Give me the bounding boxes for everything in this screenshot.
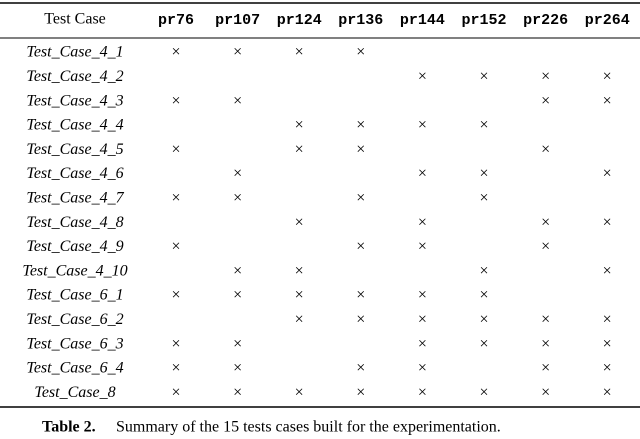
test-case-name: Test_Case_4_3 <box>26 92 123 109</box>
test-case-name: Test_Case_4_1 <box>26 44 123 61</box>
test-case-name: Test_Case_6_1 <box>26 287 123 304</box>
cell-mark: × <box>479 311 488 328</box>
cell-mark: × <box>603 335 612 352</box>
cell-mark: × <box>295 311 304 328</box>
cell-mark: × <box>418 117 427 134</box>
cell-mark: × <box>233 335 242 352</box>
cell-mark: × <box>295 141 304 158</box>
cell-mark: × <box>356 44 365 61</box>
cell-mark: × <box>418 165 427 182</box>
caption-text: Summary of the 15 tests cases built for … <box>116 419 501 436</box>
cell-mark: × <box>233 262 242 279</box>
cell-mark: × <box>541 238 550 255</box>
cell-mark: × <box>479 165 488 182</box>
cell-mark: × <box>418 214 427 231</box>
test-case-name: Test_Case_4_5 <box>26 141 123 158</box>
test-case-name: Test_Case_6_3 <box>26 335 123 352</box>
cell-mark: × <box>603 92 612 109</box>
test-case-name: Test_Case_4_9 <box>26 238 123 255</box>
cell-mark: × <box>171 189 180 206</box>
test-case-name: Test_Case_6_4 <box>26 360 123 377</box>
test-case-name: Test_Case_4_8 <box>26 214 123 231</box>
test-case-name: Test_Case_4_2 <box>26 68 123 85</box>
cell-mark: × <box>603 360 612 377</box>
cell-mark: × <box>479 68 488 85</box>
cell-mark: × <box>418 311 427 328</box>
cell-mark: × <box>171 44 180 61</box>
cell-mark: × <box>479 335 488 352</box>
column-header: pr144 <box>400 12 445 29</box>
cell-mark: × <box>541 311 550 328</box>
cell-mark: × <box>295 262 304 279</box>
cell-mark: × <box>356 360 365 377</box>
column-header: pr136 <box>338 12 383 29</box>
column-header: pr107 <box>215 12 260 29</box>
cell-mark: × <box>479 262 488 279</box>
cell-mark: × <box>541 68 550 85</box>
test-case-name: Test_Case_4_4 <box>26 117 123 134</box>
cell-mark: × <box>295 117 304 134</box>
cell-mark: × <box>171 92 180 109</box>
cell-mark: × <box>418 68 427 85</box>
test-case-name: Test_Case_6_2 <box>26 311 123 328</box>
cell-mark: × <box>356 117 365 134</box>
caption-label: Table 2. <box>42 419 96 436</box>
cell-mark: × <box>295 214 304 231</box>
cell-mark: × <box>356 287 365 304</box>
cell-mark: × <box>603 68 612 85</box>
cell-mark: × <box>356 384 365 401</box>
cell-mark: × <box>356 311 365 328</box>
cell-mark: × <box>295 287 304 304</box>
cell-mark: × <box>171 141 180 158</box>
cell-mark: × <box>418 287 427 304</box>
cell-mark: × <box>233 360 242 377</box>
cell-mark: × <box>295 44 304 61</box>
cell-mark: × <box>479 117 488 134</box>
test-case-name: Test_Case_4_10 <box>22 262 127 279</box>
cell-mark: × <box>233 189 242 206</box>
cell-mark: × <box>171 287 180 304</box>
cell-mark: × <box>603 311 612 328</box>
cell-mark: × <box>479 287 488 304</box>
cell-mark: × <box>171 335 180 352</box>
cell-mark: × <box>541 214 550 231</box>
cell-mark: × <box>295 384 304 401</box>
column-header: pr76 <box>158 12 194 29</box>
cell-mark: × <box>233 165 242 182</box>
cell-mark: × <box>603 384 612 401</box>
cell-mark: × <box>541 141 550 158</box>
cell-mark: × <box>233 92 242 109</box>
cell-mark: × <box>603 262 612 279</box>
cell-mark: × <box>171 360 180 377</box>
cell-mark: × <box>541 92 550 109</box>
cell-mark: × <box>233 384 242 401</box>
cell-mark: × <box>171 384 180 401</box>
cell-mark: × <box>418 335 427 352</box>
column-header: Test Case <box>44 11 106 28</box>
cell-mark: × <box>418 384 427 401</box>
column-header: pr264 <box>585 12 630 29</box>
cell-mark: × <box>418 238 427 255</box>
column-header: pr226 <box>523 12 568 29</box>
cell-mark: × <box>541 335 550 352</box>
test-case-name: Test_Case_4_7 <box>26 189 124 206</box>
cell-mark: × <box>356 189 365 206</box>
cell-mark: × <box>356 141 365 158</box>
cell-mark: × <box>541 360 550 377</box>
cell-mark: × <box>356 238 365 255</box>
cell-mark: × <box>233 44 242 61</box>
cell-mark: × <box>479 189 488 206</box>
test-case-name: Test_Case_4_6 <box>26 165 123 182</box>
cell-mark: × <box>233 287 242 304</box>
cell-mark: × <box>541 384 550 401</box>
cell-mark: × <box>603 214 612 231</box>
column-header: pr124 <box>277 12 322 29</box>
column-header: pr152 <box>461 12 506 29</box>
cell-mark: × <box>479 384 488 401</box>
test-case-name: Test_Case_8 <box>34 384 115 401</box>
cell-mark: × <box>171 238 180 255</box>
cell-mark: × <box>603 165 612 182</box>
cell-mark: × <box>418 360 427 377</box>
